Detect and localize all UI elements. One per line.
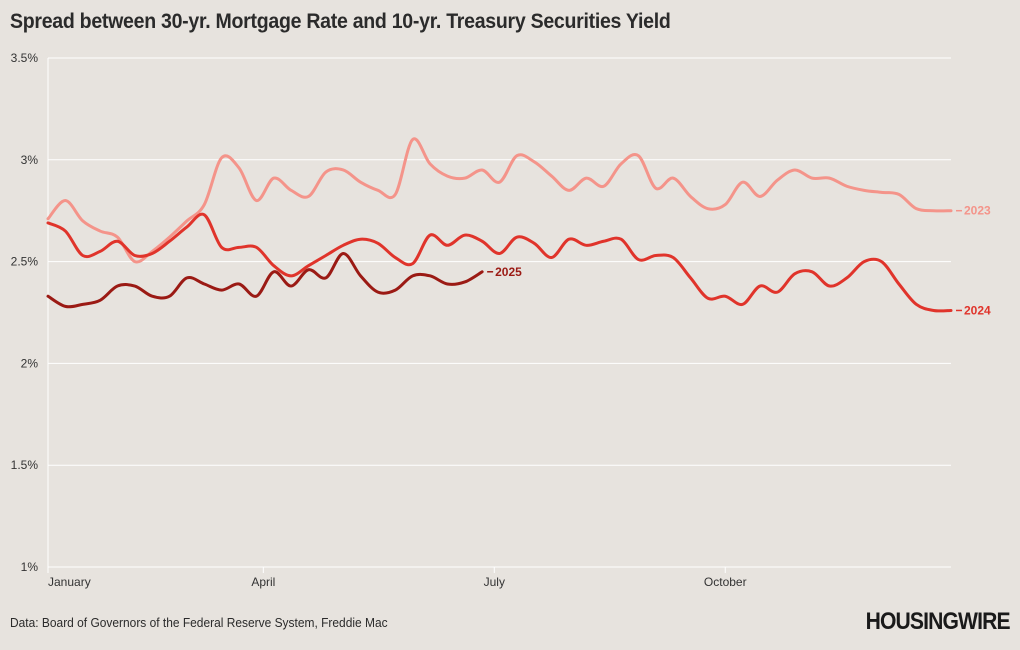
housingwire-logo: HOUSINGWIRE — [865, 608, 1011, 635]
series-label-2023: 2023 — [964, 204, 991, 218]
series-line-2023 — [46, 137, 953, 264]
chart-title: Spread between 30-yr. Mortgage Rate and … — [10, 10, 671, 33]
y-tick-label: 3.5% — [11, 51, 39, 65]
grid-lines — [48, 57, 951, 568]
x-tick-label: April — [251, 575, 275, 589]
x-axis: January April July October — [47, 58, 951, 589]
series-labels: 2023 2024 2025 — [487, 204, 991, 317]
series-line-2024 — [46, 212, 953, 313]
y-tick-label: 3% — [21, 153, 39, 167]
x-tick-label: October — [704, 575, 747, 589]
series-label-2025: 2025 — [495, 265, 522, 279]
y-tick-label: 2.5% — [11, 255, 39, 269]
x-tick-label: January — [48, 575, 91, 589]
series-label-2024: 2024 — [964, 303, 991, 317]
series-lines — [46, 137, 953, 313]
series-line-2025 — [46, 251, 484, 309]
y-tick-label: 1% — [21, 560, 39, 574]
x-tick-label: July — [484, 575, 505, 589]
y-axis-ticks: 1% 1.5% 2% 2.5% 3% 3.5% — [11, 51, 39, 574]
y-tick-label: 1.5% — [11, 458, 39, 472]
y-tick-label: 2% — [21, 356, 39, 370]
data-source: Data: Board of Governors of the Federal … — [10, 615, 388, 630]
